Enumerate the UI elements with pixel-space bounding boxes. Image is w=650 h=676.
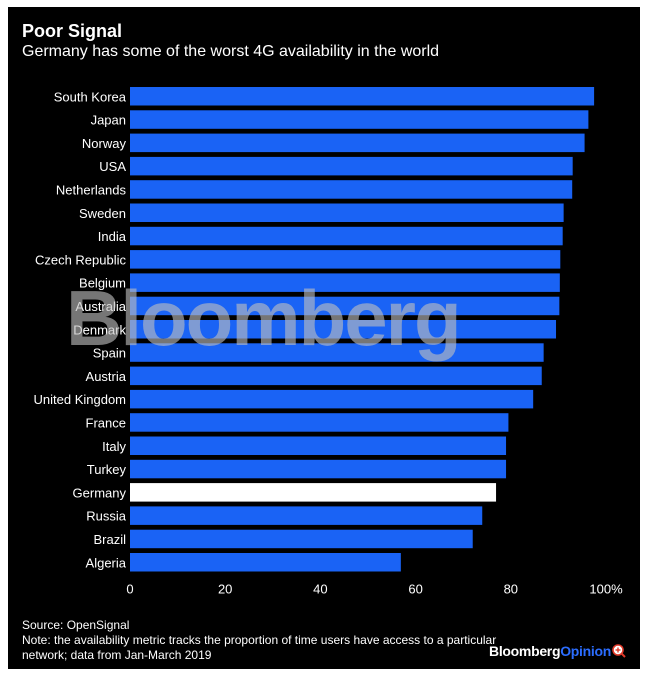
category-label-algeria: Algeria [86, 555, 127, 570]
bar-chart: South Korea Japan Norway USA Netherlands Swed… [34, 87, 623, 596]
category-label-germany: Germany [73, 485, 127, 500]
zoom-in-icon[interactable] [612, 644, 626, 658]
source-note: Source: OpenSignal [22, 618, 130, 632]
category-label-usa: USA [99, 159, 126, 174]
category-label-turkey: Turkey [87, 462, 127, 477]
category-label-japan: Japan [91, 113, 126, 128]
bar-czech-republic [130, 250, 561, 269]
bar-algeria [130, 553, 401, 572]
category-label-france: France [86, 415, 126, 430]
category-label-belgium: Belgium [79, 276, 126, 291]
bar-united-kingdom [130, 389, 534, 409]
bar-usa [130, 156, 573, 176]
category-label-italy: Italy [102, 439, 126, 454]
bar-italy [130, 436, 507, 455]
bar-turkey [130, 459, 507, 479]
bar-sweden [130, 203, 564, 222]
chart-title: Poor Signal [22, 21, 123, 41]
bar-norway [130, 133, 585, 153]
category-label-united-kingdom: United Kingdom [34, 392, 127, 407]
x-tick-40: 40 [313, 581, 327, 596]
methodology-note: Note: the availability metric tracks the… [22, 633, 497, 662]
x-tick-80: 80 [504, 581, 518, 596]
bar-russia [130, 506, 483, 525]
category-label-netherlands: Netherlands [56, 182, 127, 197]
category-label-denmark: Denmark [73, 322, 126, 337]
category-label-india: India [98, 229, 127, 244]
bar-south-korea [130, 87, 595, 106]
chart-subtitle: Germany has some of the worst 4G availab… [22, 43, 440, 60]
category-label-australia: Australia [75, 299, 126, 314]
bar-france [130, 413, 509, 432]
bloomberg-watermark: Bloomberg [66, 274, 462, 362]
x-tick-0: 0 [126, 581, 133, 596]
category-label-brazil: Brazil [93, 532, 126, 547]
category-label-norway: Norway [82, 136, 127, 151]
bar-brazil [130, 529, 473, 549]
bar-denmark [130, 320, 557, 339]
category-label-czech-republic: Czech Republic [35, 252, 127, 267]
x-tick-100: 100% [589, 581, 623, 596]
category-label-sweden: Sweden [79, 206, 126, 221]
brand-section: Opinion [560, 643, 611, 659]
brand-name: Bloomberg [489, 643, 561, 659]
category-label-russia: Russia [86, 509, 127, 524]
bar-belgium [130, 273, 560, 292]
category-label-south-korea: South Korea [54, 89, 127, 104]
bar-australia [130, 296, 560, 316]
bar-spain [130, 343, 544, 362]
bar-austria [130, 366, 542, 386]
x-tick-20: 20 [218, 581, 232, 596]
bar-india [130, 226, 563, 246]
chart-panel: Poor Signal Germany has some of the wors… [8, 7, 640, 669]
category-label-austria: Austria [86, 369, 127, 384]
bar-japan [130, 110, 589, 129]
bar-germany [130, 483, 497, 502]
x-tick-60: 60 [408, 581, 422, 596]
category-label-spain: Spain [93, 346, 126, 361]
bar-netherlands [130, 180, 573, 199]
bloomberg-opinion-logo: BloombergOpinion [489, 643, 626, 659]
